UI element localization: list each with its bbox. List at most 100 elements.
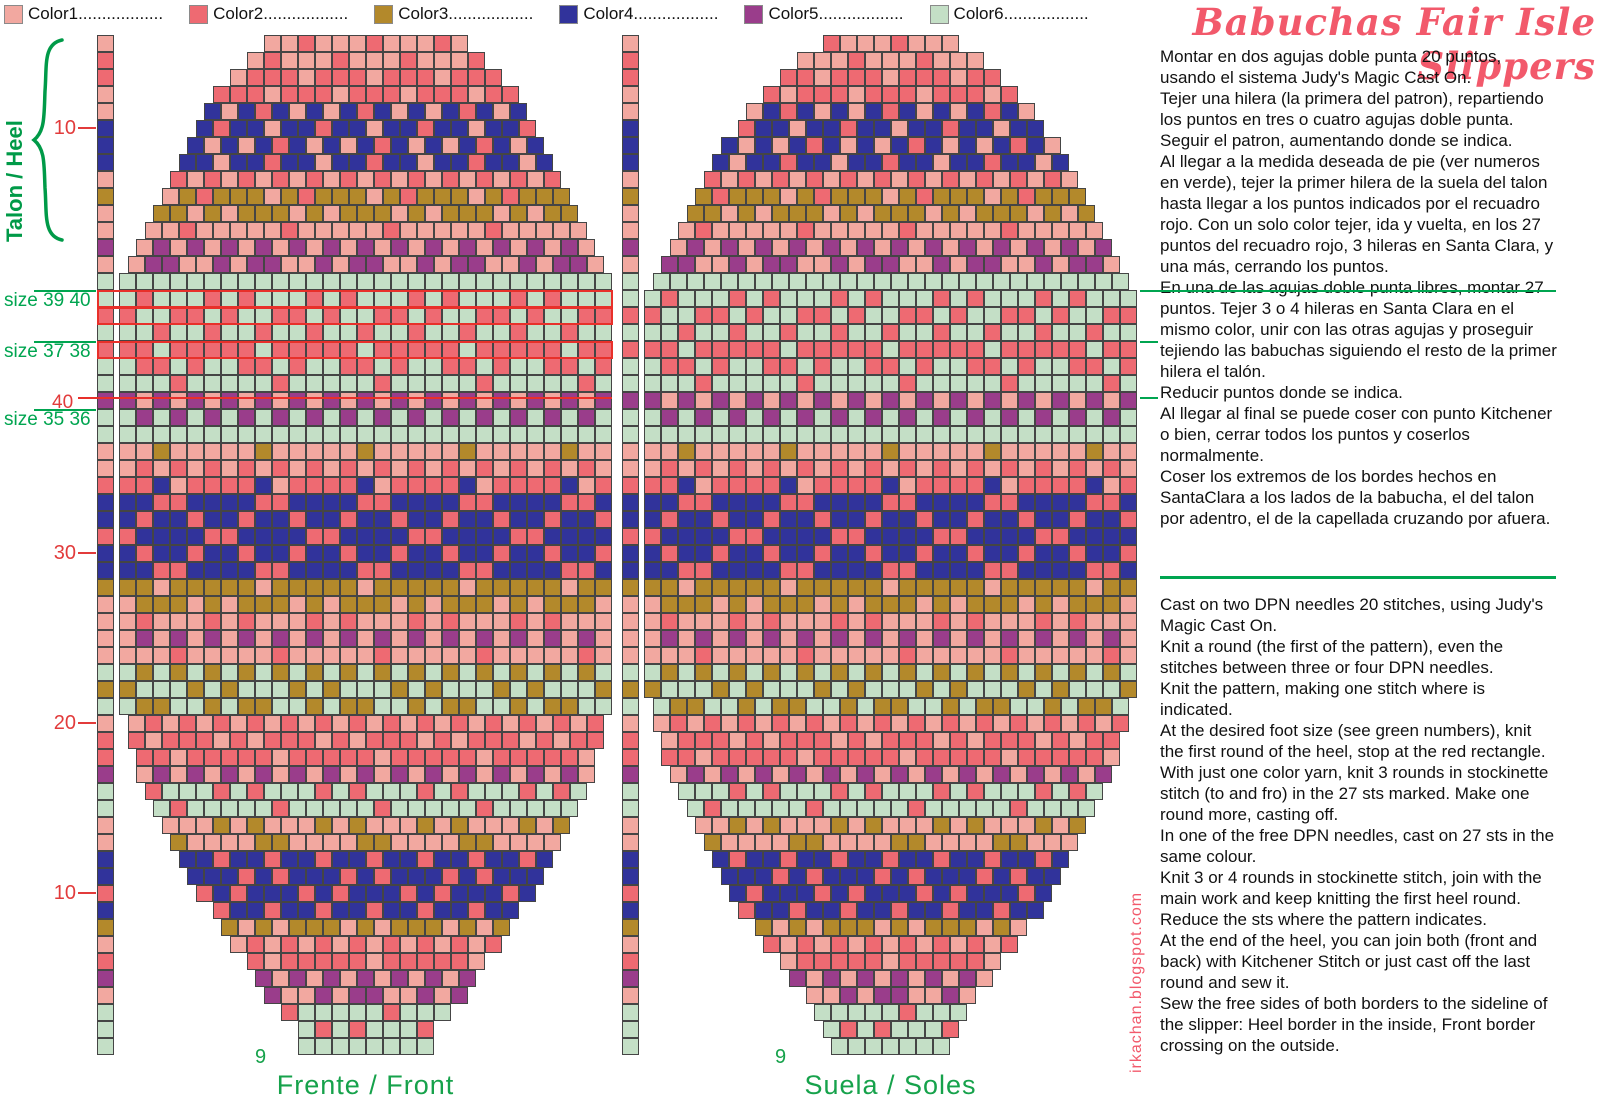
chart-cell	[622, 851, 639, 868]
chart-cell	[984, 69, 1001, 86]
chart-cell	[527, 766, 544, 783]
chart-cell	[501, 902, 519, 919]
chart-cell	[476, 443, 493, 460]
instruction-paragraph-en: Knit the pattern, making one stitch wher…	[1160, 679, 1486, 719]
chart-cell	[578, 443, 595, 460]
chart-cell	[1120, 613, 1137, 630]
chart-cell	[442, 766, 459, 783]
chart-cell	[814, 86, 831, 103]
chart-cell	[746, 732, 763, 749]
chart-cell	[229, 936, 247, 953]
chart-cell	[229, 902, 247, 919]
chart-cell	[1077, 239, 1095, 256]
chart-cell	[493, 579, 510, 596]
chart-cell	[391, 766, 408, 783]
chart-cell	[950, 86, 967, 103]
chart-row	[644, 1004, 1137, 1021]
chart-cell	[331, 86, 349, 103]
chart-cell	[399, 52, 417, 69]
chart-cell	[1103, 341, 1120, 358]
chart-cell	[238, 579, 255, 596]
chart-cell	[348, 936, 366, 953]
chart-cell	[425, 562, 442, 579]
chart-cell	[916, 647, 933, 664]
chart-cell	[1035, 426, 1052, 443]
chart-cell	[416, 69, 434, 86]
chart-cell	[408, 834, 425, 851]
chart-cell	[661, 579, 678, 596]
chart-cell	[153, 647, 170, 664]
chart-cell	[493, 868, 510, 885]
chart-cell	[1035, 749, 1052, 766]
chart-cell	[1026, 698, 1044, 715]
chart-cell	[797, 409, 814, 426]
chart-cell	[365, 69, 383, 86]
chart-cell	[255, 800, 272, 817]
chart-cell	[984, 681, 1001, 698]
chart-cell	[622, 936, 639, 953]
chart-cell	[916, 885, 933, 902]
chart-cell	[416, 154, 434, 171]
chart-cell	[97, 545, 114, 562]
chart-cell	[544, 477, 561, 494]
chart-cell	[331, 35, 349, 52]
chart-cell	[780, 681, 797, 698]
chart-row	[119, 681, 612, 698]
chart-cell	[323, 681, 340, 698]
chart-cell	[984, 749, 1001, 766]
chart-cell	[433, 222, 451, 239]
chart-row	[119, 477, 612, 494]
chart-cell	[1018, 545, 1035, 562]
chart-cell	[933, 630, 950, 647]
chart-cell	[1035, 494, 1052, 511]
chart-cell	[622, 902, 639, 919]
chart-cell	[916, 103, 933, 120]
chart-cell	[340, 647, 357, 664]
chart-cell	[170, 596, 187, 613]
chart-cell	[1052, 426, 1069, 443]
chart-cell	[229, 732, 247, 749]
chart-cell	[746, 664, 763, 681]
chart-cell	[1018, 817, 1035, 834]
chart-cell	[839, 987, 857, 1004]
chart-cell	[788, 239, 806, 256]
chart-cell	[272, 409, 289, 426]
chart-cell	[382, 902, 400, 919]
chart-cell	[933, 375, 950, 392]
chart-cell	[97, 358, 114, 375]
chart-cell	[729, 783, 746, 800]
chart-cell	[187, 477, 204, 494]
chart-cell	[695, 647, 712, 664]
chart-cell	[746, 103, 763, 120]
chart-cell	[780, 936, 797, 953]
chart-cell	[348, 222, 366, 239]
chart-cell	[493, 375, 510, 392]
chart-cell	[661, 681, 678, 698]
chart-cell	[425, 970, 442, 987]
chart-cell	[1069, 817, 1086, 834]
chart-cell	[882, 1038, 899, 1055]
chart-cell	[865, 494, 882, 511]
chart-cell	[442, 358, 459, 375]
chart-cell	[950, 953, 967, 970]
chart-cell	[272, 919, 289, 936]
chart-cell	[348, 817, 366, 834]
chart-cell	[493, 596, 510, 613]
size-label: size 35 36	[4, 409, 91, 430]
chart-cell	[907, 35, 925, 52]
chart-cell	[720, 715, 738, 732]
chart-cell	[382, 817, 400, 834]
chart-cell	[1001, 392, 1018, 409]
chart-cell	[229, 817, 247, 834]
chart-cell	[622, 919, 639, 936]
chart-cell	[255, 596, 272, 613]
chart-cell	[1009, 273, 1027, 290]
chart-cell	[1026, 120, 1044, 137]
chart-cell	[661, 647, 678, 664]
chart-cell	[306, 358, 323, 375]
green-line-marker	[34, 341, 96, 343]
chart-cell	[856, 800, 874, 817]
chart-cell	[399, 902, 417, 919]
chart-cell	[1094, 698, 1112, 715]
chart-cell	[703, 171, 721, 188]
